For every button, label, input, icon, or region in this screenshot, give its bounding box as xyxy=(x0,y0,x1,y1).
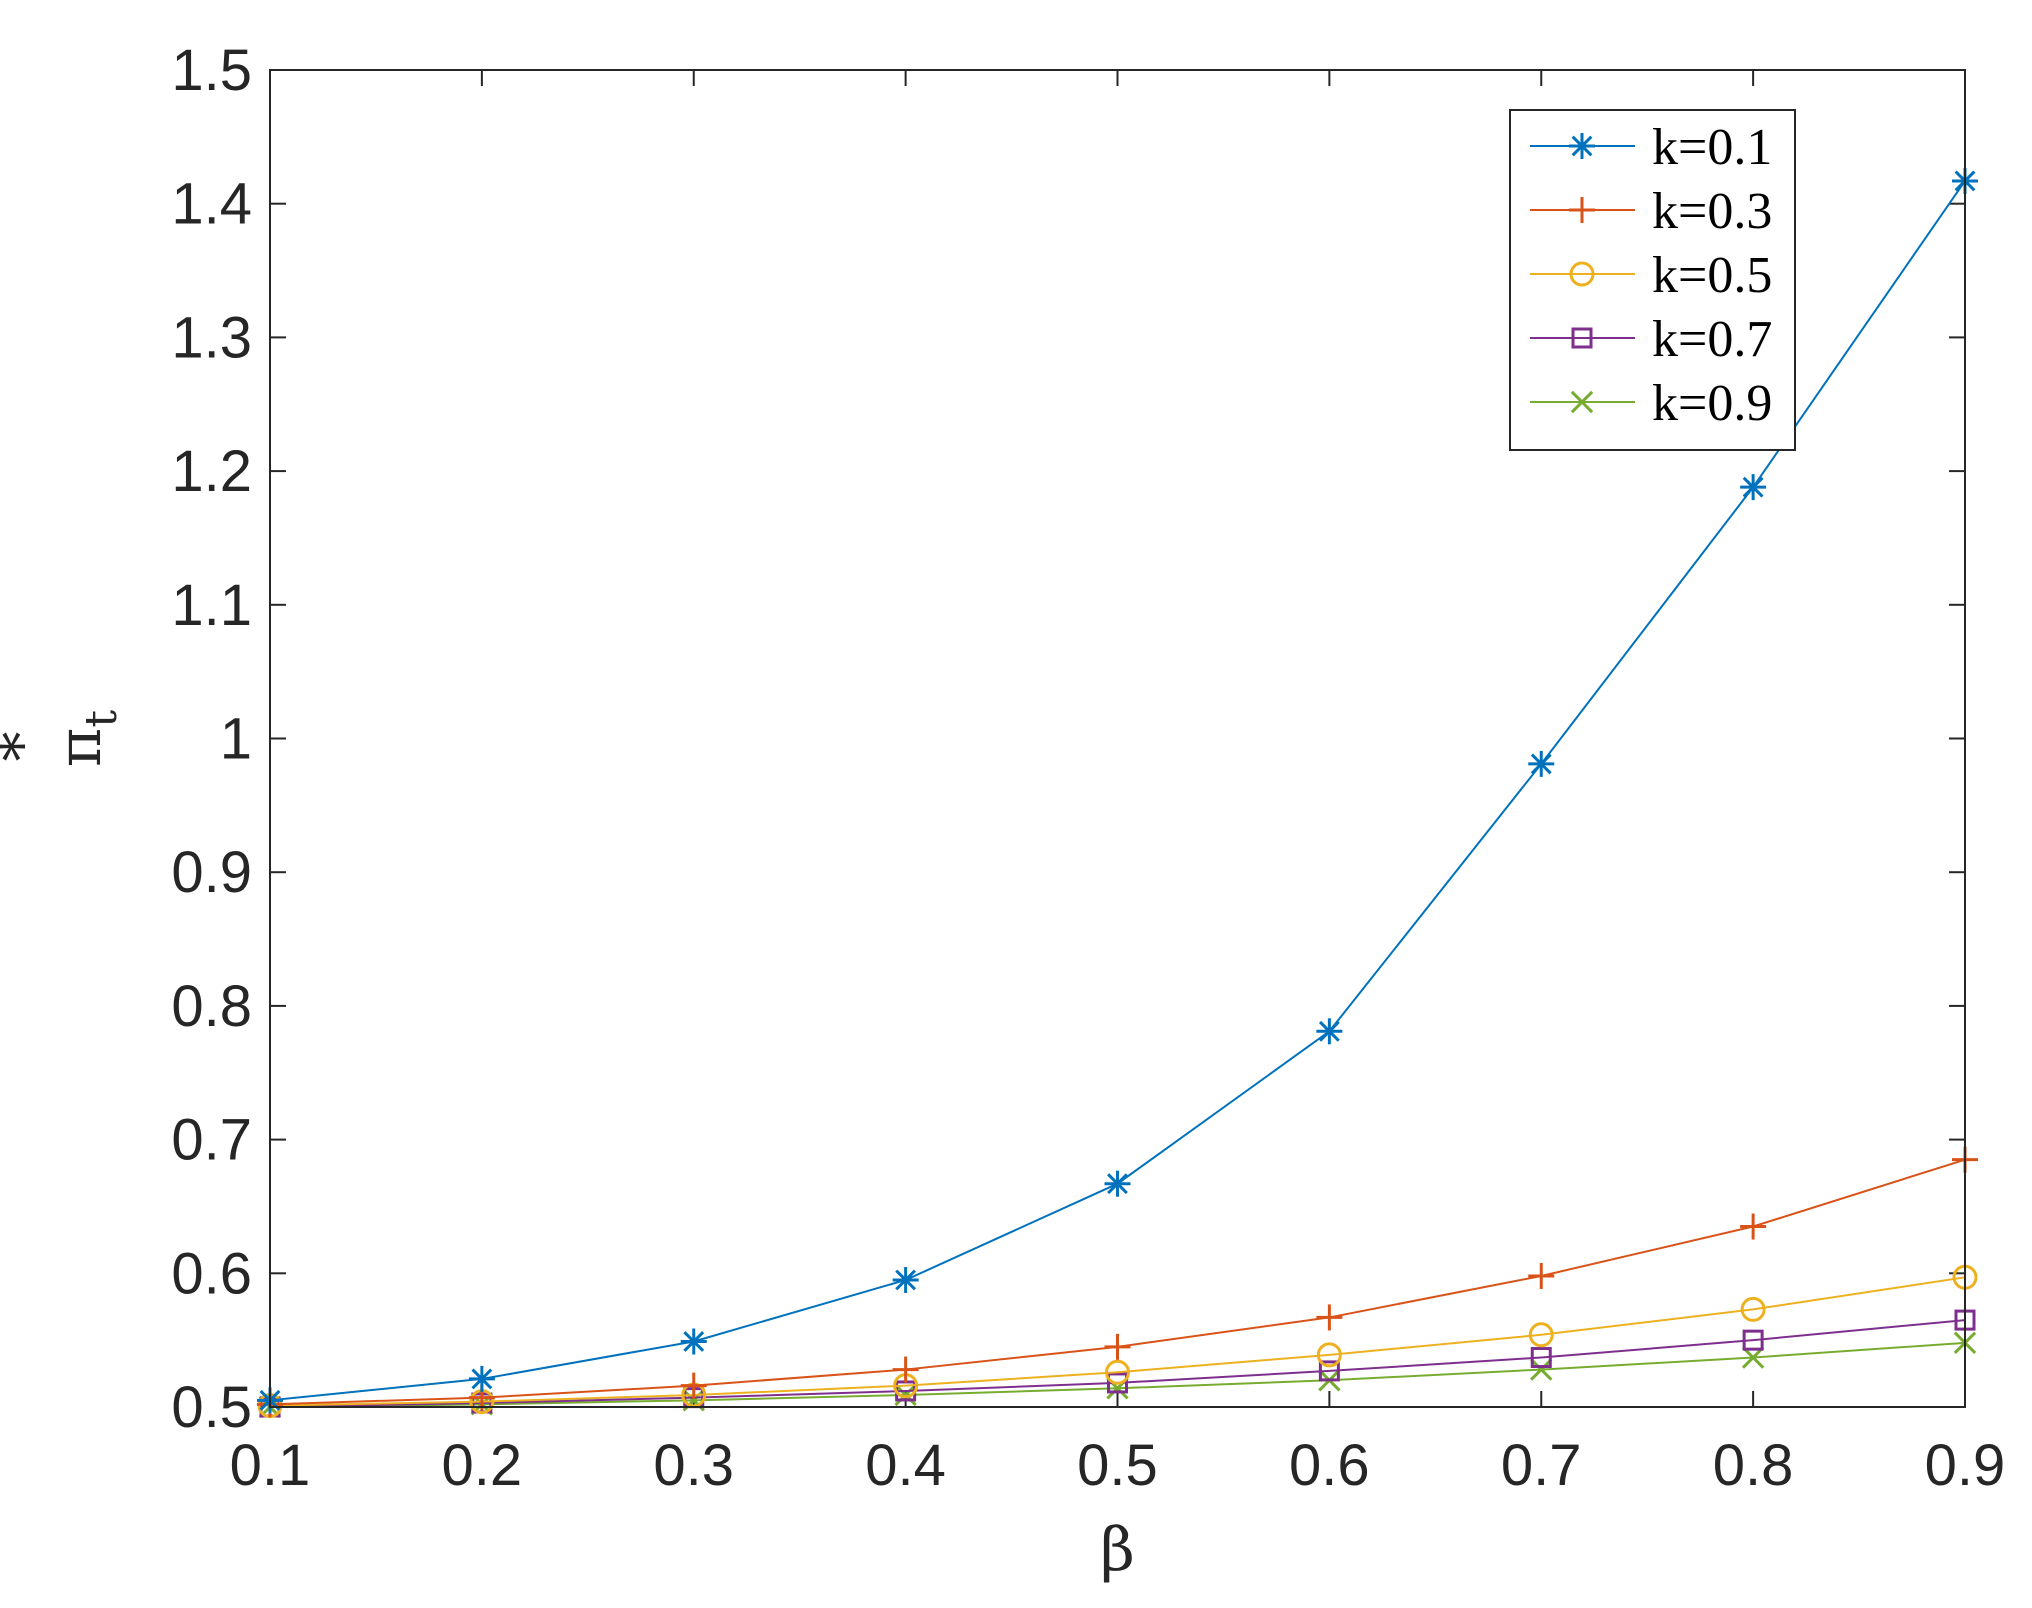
x-axis-ticks: 0.1 0.2 0.3 0.4 0.5 0.6 0.7 0.8 0.9 xyxy=(230,70,2006,1498)
y-tick-label: 0.7 xyxy=(171,1108,252,1173)
legend-label: k=0.3 xyxy=(1652,183,1772,240)
x-tick-label: 0.3 xyxy=(653,1433,734,1498)
legend-item: k=0.7 xyxy=(1530,311,1772,368)
data-point xyxy=(1740,1213,1767,1240)
data-point xyxy=(1316,1304,1343,1331)
series-line xyxy=(269,1276,1966,1407)
data-point xyxy=(1530,1358,1553,1381)
data-point xyxy=(1316,1018,1343,1045)
data-point xyxy=(1318,1360,1340,1382)
legend-marker xyxy=(1571,327,1593,349)
y-tick-label: 1.1 xyxy=(171,573,252,638)
data-point xyxy=(680,1328,707,1355)
data-point xyxy=(892,1266,919,1293)
series-layer xyxy=(257,167,1978,1419)
legend-label: k=0.7 xyxy=(1652,311,1772,368)
legend-label: k=0.1 xyxy=(1652,119,1772,176)
data-point xyxy=(468,1365,495,1392)
legend-item: k=0.5 xyxy=(1530,247,1772,304)
y-axis-ticks: 0.5 0.6 0.7 0.8 0.9 1 1.1 1.2 1.3 1.4 1.5 xyxy=(171,38,1965,1440)
legend-box xyxy=(1509,109,1796,451)
data-point xyxy=(1742,1329,1764,1351)
legend-item: k=0.1 xyxy=(1530,119,1772,176)
legend-marker xyxy=(1569,133,1595,159)
data-point xyxy=(894,1383,917,1407)
y-tick-label: 1.3 xyxy=(171,305,252,370)
plot-frame xyxy=(269,69,1966,1408)
x-tick-label: 0.4 xyxy=(865,1433,946,1498)
x-tick-label: 0.8 xyxy=(1713,1433,1794,1498)
legend-label: k=0.5 xyxy=(1652,247,1772,304)
data-point xyxy=(1528,1322,1554,1348)
data-point xyxy=(1530,1347,1552,1369)
x-tick-label: 0.9 xyxy=(1925,1433,2006,1498)
x-tick-label: 0.7 xyxy=(1501,1433,1582,1498)
legend-marker xyxy=(1569,197,1595,223)
y-tick-label: 1.2 xyxy=(171,439,252,504)
data-point xyxy=(1740,1296,1766,1322)
legend-item: k=0.9 xyxy=(1530,375,1772,432)
x-tick-label: 0.6 xyxy=(1289,1433,1370,1498)
y-axis-label-sub: t xyxy=(76,710,127,728)
y-axis-label: πt* xyxy=(0,710,127,767)
legend-item: k=0.3 xyxy=(1530,183,1772,240)
y-axis-label-sup: * xyxy=(0,732,57,762)
y-tick-label: 0.6 xyxy=(171,1241,252,1306)
data-point xyxy=(1107,1372,1128,1394)
y-axis-label-text: πt xyxy=(45,710,127,767)
legend-marker xyxy=(1569,261,1595,287)
data-point xyxy=(1528,750,1555,777)
x-tick-label: 0.2 xyxy=(442,1433,523,1498)
legend-label: k=0.9 xyxy=(1652,375,1772,432)
y-tick-label: 0.5 xyxy=(171,1375,252,1440)
data-point xyxy=(892,1356,919,1383)
data-point xyxy=(1528,1262,1555,1289)
data-point xyxy=(1105,1359,1130,1385)
data-point xyxy=(1104,1333,1131,1360)
x-tick-label: 0.1 xyxy=(230,1433,311,1498)
y-tick-label: 1.5 xyxy=(171,38,252,103)
data-point xyxy=(1740,474,1767,501)
legend-marker xyxy=(1570,390,1594,414)
y-tick-label: 0.9 xyxy=(171,840,252,905)
data-point xyxy=(1316,1342,1342,1368)
x-tick-label: 0.5 xyxy=(1077,1433,1158,1498)
y-axis-label-base: π xyxy=(45,728,115,767)
data-point xyxy=(1741,1346,1765,1369)
x-axis-label: β xyxy=(1100,1515,1135,1585)
data-point xyxy=(1104,1170,1131,1197)
data-point xyxy=(680,1372,707,1399)
y-tick-label: 1.4 xyxy=(171,172,252,237)
y-tick-label: 0.8 xyxy=(171,974,252,1039)
y-tick-label: 1 xyxy=(220,707,252,772)
legend: k=0.1 k=0.3 k=0.5 k=0.7 k=0.9 xyxy=(1509,109,1796,451)
